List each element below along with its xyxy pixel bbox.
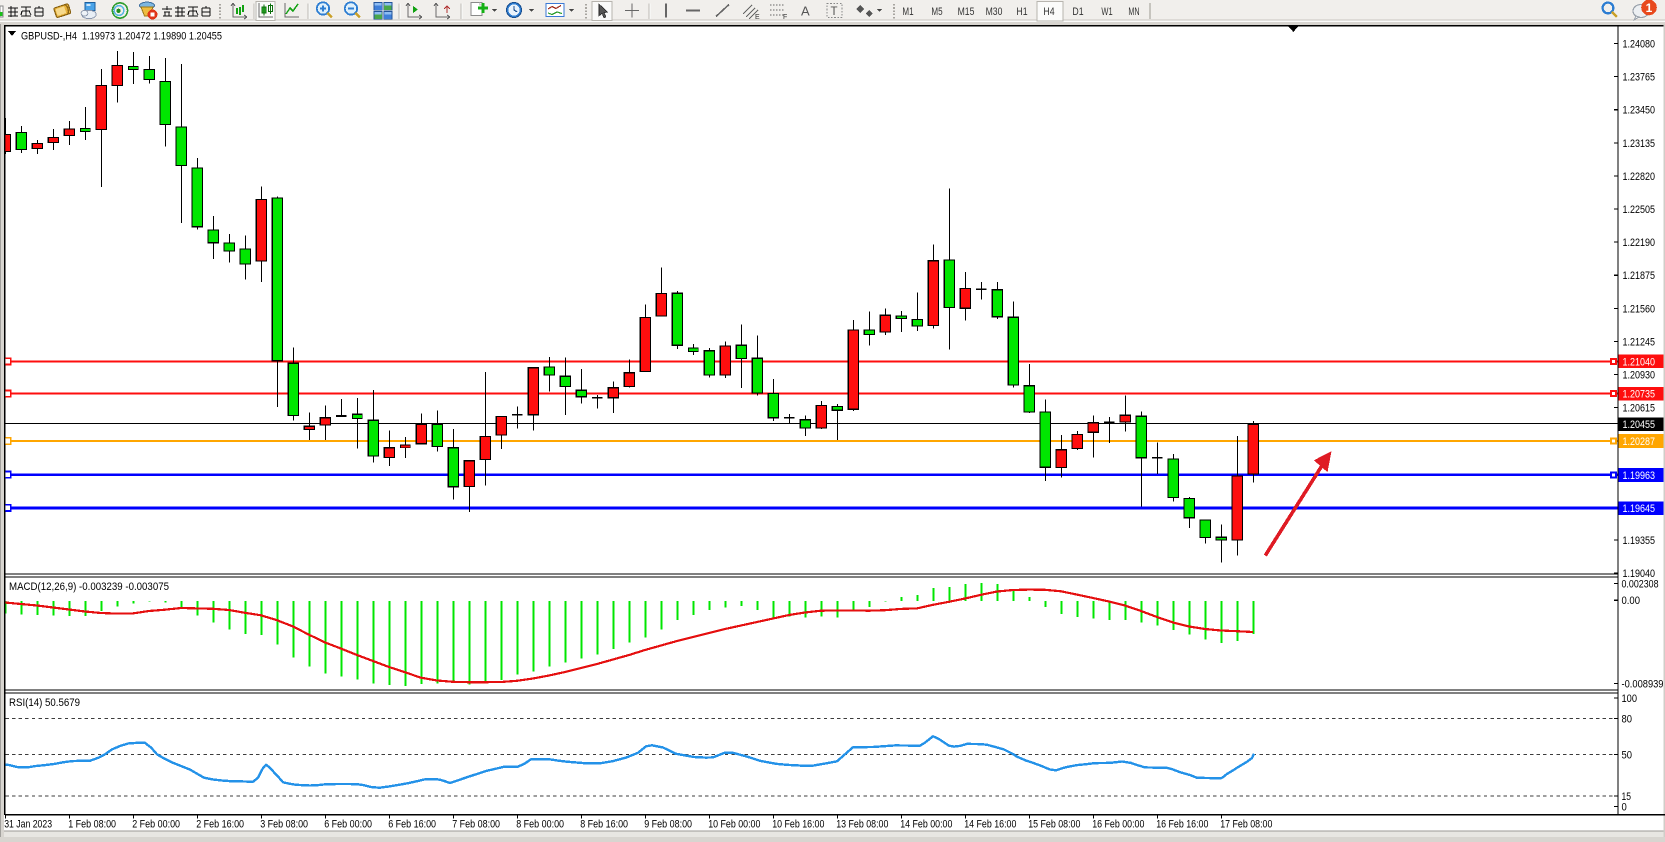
svg-text:1.22505: 1.22505: [1623, 204, 1656, 216]
svg-text:1: 1: [1646, 1, 1653, 15]
svg-text:6 Feb 00:00: 6 Feb 00:00: [324, 819, 372, 831]
svg-text:T: T: [831, 6, 838, 18]
svg-text:16 Feb 16:00: 16 Feb 16:00: [1156, 819, 1208, 831]
svg-text:15: 15: [1622, 791, 1632, 803]
svg-text:1.19355: 1.19355: [1623, 535, 1656, 547]
svg-text:H1: H1: [1016, 6, 1027, 18]
svg-text:16 Feb 00:00: 16 Feb 00:00: [1092, 819, 1144, 831]
svg-text:2 Feb 00:00: 2 Feb 00:00: [132, 819, 180, 831]
svg-text:1.21560: 1.21560: [1623, 303, 1656, 315]
svg-text:GBPUSD-,H4 1.19973 1.20472 1.: GBPUSD-,H4 1.19973 1.20472 1.19890 1.204…: [21, 31, 222, 43]
svg-text:17 Feb 08:00: 17 Feb 08:00: [1220, 819, 1272, 831]
svg-text:1.24080: 1.24080: [1623, 39, 1656, 51]
svg-text:0: 0: [1622, 802, 1627, 814]
svg-text:3 Feb 08:00: 3 Feb 08:00: [260, 819, 308, 831]
svg-text:H4: H4: [1043, 6, 1054, 18]
svg-text:9 Feb 08:00: 9 Feb 08:00: [644, 819, 692, 831]
svg-text:F: F: [783, 14, 787, 21]
svg-text:1.19963: 1.19963: [1623, 470, 1656, 482]
svg-text:1.20735: 1.20735: [1623, 389, 1656, 401]
svg-text:1.19645: 1.19645: [1623, 503, 1656, 515]
svg-text:1.19040: 1.19040: [1623, 568, 1656, 580]
svg-text:50: 50: [1622, 749, 1633, 761]
svg-text:8 Feb 00:00: 8 Feb 00:00: [516, 819, 564, 831]
svg-text:0.002308: 0.002308: [1622, 578, 1659, 590]
svg-text:D1: D1: [1072, 6, 1083, 18]
svg-text:14 Feb 00:00: 14 Feb 00:00: [900, 819, 952, 831]
svg-text:M5: M5: [931, 6, 942, 18]
svg-text:M15: M15: [958, 6, 975, 18]
svg-text:10 Feb 00:00: 10 Feb 00:00: [708, 819, 760, 831]
svg-text:M1: M1: [902, 6, 913, 18]
svg-text:100: 100: [1622, 693, 1638, 705]
svg-text:15 Feb 08:00: 15 Feb 08:00: [1028, 819, 1080, 831]
svg-text:6 Feb 16:00: 6 Feb 16:00: [388, 819, 436, 831]
svg-text:1.20615: 1.20615: [1623, 403, 1656, 415]
svg-text:M30: M30: [986, 6, 1003, 18]
svg-text:1.20287: 1.20287: [1623, 436, 1656, 448]
svg-text:A: A: [801, 4, 810, 19]
svg-text:MACD(12,26,9) -0.003239 -0.003: MACD(12,26,9) -0.003239 -0.003075: [9, 581, 169, 593]
svg-text:1.21040: 1.21040: [1623, 356, 1656, 368]
svg-text:W1: W1: [1101, 6, 1112, 18]
svg-text:RSI(14) 50.5679: RSI(14) 50.5679: [9, 697, 80, 709]
svg-text:1.22820: 1.22820: [1623, 171, 1656, 183]
svg-text:1.21245: 1.21245: [1623, 336, 1656, 348]
svg-text:1.20455: 1.20455: [1623, 419, 1656, 431]
svg-text:13 Feb 08:00: 13 Feb 08:00: [836, 819, 888, 831]
svg-text:14 Feb 16:00: 14 Feb 16:00: [964, 819, 1016, 831]
svg-text:0.00: 0.00: [1622, 595, 1641, 607]
svg-text:7 Feb 08:00: 7 Feb 08:00: [452, 819, 500, 831]
svg-text:E: E: [755, 14, 760, 21]
svg-text:1 Feb 08:00: 1 Feb 08:00: [68, 819, 116, 831]
svg-text:8 Feb 16:00: 8 Feb 16:00: [580, 819, 628, 831]
svg-text:1.20930: 1.20930: [1623, 370, 1656, 382]
svg-text:MN: MN: [1128, 6, 1139, 18]
svg-text:2 Feb 16:00: 2 Feb 16:00: [196, 819, 244, 831]
svg-text:80: 80: [1622, 714, 1633, 726]
svg-text:1.23135: 1.23135: [1623, 138, 1656, 150]
svg-text:1.21875: 1.21875: [1623, 270, 1656, 282]
svg-text:10 Feb 16:00: 10 Feb 16:00: [772, 819, 824, 831]
svg-text:1.23450: 1.23450: [1623, 105, 1656, 117]
svg-text:1.22190: 1.22190: [1623, 237, 1656, 249]
svg-text:-0.008939: -0.008939: [1622, 679, 1664, 691]
svg-text:31 Jan 2023: 31 Jan 2023: [4, 819, 52, 831]
svg-text:1.23765: 1.23765: [1623, 72, 1656, 84]
